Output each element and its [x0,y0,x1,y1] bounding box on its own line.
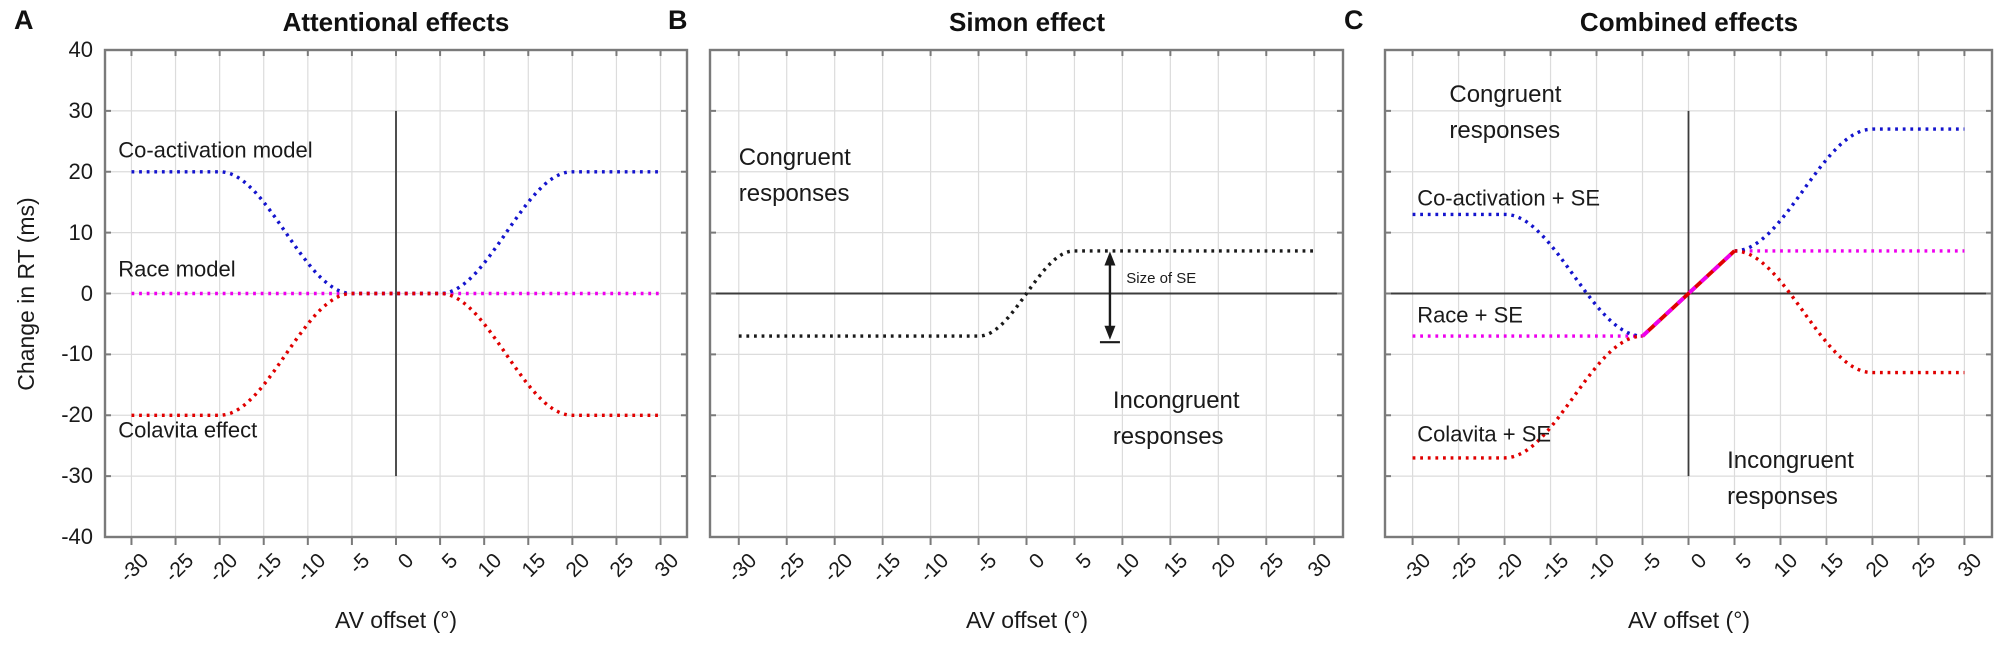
series-colavita-effect [131,291,661,417]
series-simon-effect [738,249,1315,338]
y-tick-label: -40 [61,524,93,549]
y-tick-label: 0 [80,280,93,306]
panel-plot-simon [708,48,1345,545]
annotation-congruent: Congruent responses [738,144,851,207]
annotation-incongruent: Incongruent responses [1112,386,1240,450]
panel-title-simon: Simon effect [948,7,1106,37]
annotation-colavita-se: Colavita + SE [1417,421,1552,446]
y-tick-label: 20 [68,158,93,184]
panel-title-attentional: Attentional effects [282,7,510,37]
series-co-activation-se-left- [1412,212,1643,338]
panel-title-combined: Combined effects [1579,7,1799,37]
series-shared-transition-overlay [1641,249,1736,338]
annotation-congruent: Congruent responses [1449,81,1562,145]
y-tick-label: -20 [61,402,93,428]
panel-plot-combined [1383,48,1994,545]
annotation-size-of-se: Size of SE [1126,270,1197,288]
x-axis-label-b: AV offset (°) [965,607,1089,633]
size-of-se-arrow [1099,251,1120,344]
y-tick-label: 10 [68,219,93,245]
annotation-co-activation-se: Co-activation + SE [1417,185,1600,211]
annotation-incongruent: Incongruent responses [1727,447,1854,511]
x-axis-label-c: AV offset (°) [1627,607,1751,633]
panel-plot-attentional [103,48,689,545]
annotation-race-se: Race + SE [1417,302,1523,328]
annotation-co-activation-model: Co-activation model [118,137,313,163]
y-tick-label: -10 [61,341,93,367]
arrowhead-up [1104,251,1116,266]
x-axis-label-a: AV offset (°) [334,607,458,633]
annotation-colavita-effect: Colavita effect [118,417,258,443]
annotation-race-model: Race model [118,256,236,282]
series-colavita-se-left- [1412,334,1643,460]
arrowhead-down [1104,325,1116,340]
panel-letter-b: B [668,5,688,35]
panel-letter-c: C [1344,5,1364,35]
series-co-activation-se-right- [1734,127,1965,253]
y-tick-label: 30 [68,97,93,123]
series-co-activation-model [131,170,661,296]
panel-letter-a: A [14,5,34,35]
series-colavita-se-right- [1734,249,1965,375]
y-tick-label: -30 [61,463,93,489]
y-tick-label: 40 [68,37,93,62]
